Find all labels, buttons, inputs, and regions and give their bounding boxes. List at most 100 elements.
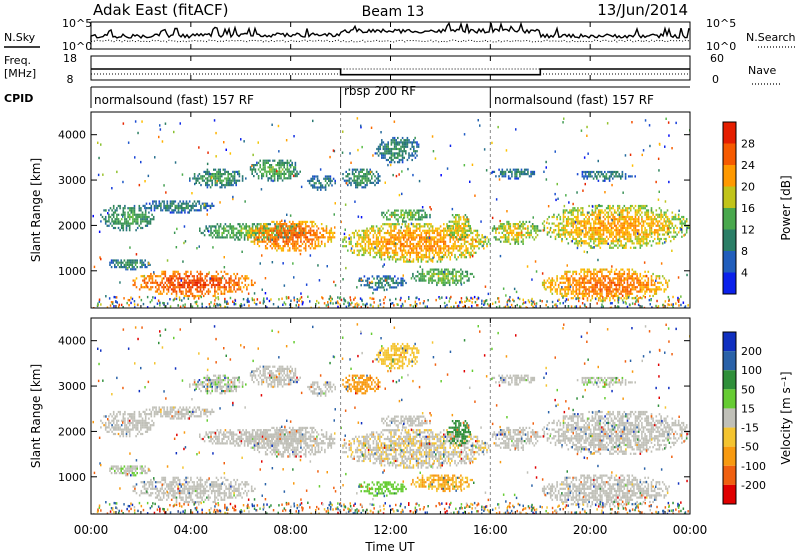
power-colorbar-cell-7 <box>723 122 736 144</box>
velocity-colorbar-cell-5 <box>723 427 736 447</box>
power-colorbar-cell-5 <box>723 165 736 187</box>
freq-label-line1: Freq. <box>4 54 31 67</box>
power-colorbar-cell-2 <box>723 229 736 251</box>
cpid-row: CPID normalsound (fast) 157 RF rbsp 200 … <box>4 84 690 108</box>
velocity-region-3 <box>247 426 336 458</box>
velocity-region-7 <box>189 374 247 395</box>
velocity-region-14 <box>358 481 407 497</box>
nsky-panel: N.Sky 10^5 10^0 10^5 10^0 N.Search <box>4 17 796 53</box>
power-ytick-4000: 4000 <box>58 129 86 142</box>
velocity-region-12 <box>381 415 431 429</box>
power-region-19 <box>491 168 536 180</box>
velocity-region-17 <box>541 410 690 455</box>
freq-label-line2: [MHz] <box>4 67 36 80</box>
velocity-region-8 <box>307 381 336 397</box>
xtick-label-6: 00:00 <box>673 523 708 537</box>
power-colorbar-tick-28: 28 <box>741 138 755 151</box>
power-colorbar-tick-16: 16 <box>741 202 755 215</box>
power-colorbar-tick-8: 8 <box>741 245 748 258</box>
velocity-region-16 <box>491 426 542 451</box>
xtick-label-0: 00:00 <box>74 523 109 537</box>
power-region-17 <box>541 204 690 249</box>
velocity-colorbar-cell-7 <box>723 465 736 485</box>
freq-ytick-high: 18 <box>63 52 77 65</box>
velocity-region-20 <box>576 376 636 388</box>
velocity-region-18 <box>541 474 670 508</box>
velocity-ytick-1000: 1000 <box>58 471 86 484</box>
nave-ytick-low: 0 <box>712 73 719 86</box>
nsearch-ytick-high: 10^5 <box>706 17 736 30</box>
power-yticks: 1000 2000 3000 4000 <box>58 129 690 278</box>
power-region-11 <box>374 136 420 164</box>
freq-line <box>91 68 690 76</box>
power-colorbar-cell-1 <box>723 251 736 273</box>
nsky-line <box>90 21 690 41</box>
nave-label: Nave <box>748 64 776 77</box>
power-colorbar-tick-24: 24 <box>741 159 755 172</box>
velocity-region-11 <box>374 342 420 370</box>
mode-change-lines <box>340 112 491 514</box>
nave-ytick-high: 60 <box>710 52 724 65</box>
velocity-region-19 <box>491 374 536 386</box>
power-colorbar-tick-20: 20 <box>741 181 755 194</box>
velocity-colorbar-tick--200: -200 <box>741 479 766 492</box>
power-ytick-1000: 1000 <box>58 265 86 278</box>
date-title: 13/Jun/2014 <box>597 1 688 19</box>
power-region-16 <box>491 220 542 245</box>
velocity-colorbar-cell-2 <box>723 370 736 390</box>
power-noise <box>92 117 690 308</box>
power-scatter <box>92 117 690 308</box>
power-region-13 <box>412 268 473 287</box>
velocity-colorbar-cell-1 <box>723 351 736 371</box>
xtick-label-5: 20:00 <box>573 523 608 537</box>
velocity-ytick-4000: 4000 <box>58 335 86 348</box>
power-colorbar-cell-4 <box>723 186 736 208</box>
nsearch-label: N.Search <box>746 31 796 44</box>
nsearch-line <box>90 39 690 43</box>
power-colorbar-cell-3 <box>723 208 736 230</box>
cpid-segment-2: rbsp 200 RF <box>344 84 416 98</box>
velocity-colorbar-cell-3 <box>723 389 736 409</box>
velocity-region-9 <box>342 429 491 469</box>
velocity-colorbar-tick--15: -15 <box>741 422 759 435</box>
power-region-8 <box>307 175 336 191</box>
nsearch-ytick-low: 10^0 <box>706 40 736 53</box>
power-region-18 <box>541 268 670 302</box>
velocity-colorbar-tick-100: 100 <box>741 364 762 377</box>
velocity-ylabel: Slant Range [km] <box>29 364 43 468</box>
velocity-ytick-2000: 2000 <box>58 425 86 438</box>
velocity-region-15 <box>447 420 471 447</box>
velocity-region-13 <box>412 474 473 493</box>
velocity-colorbar-label: Velocity [m s⁻¹] <box>779 371 793 464</box>
xtick-label-2: 08:00 <box>273 523 308 537</box>
power-region-20 <box>576 170 636 182</box>
velocity-scatter <box>92 323 690 514</box>
power-colorbar-label: Power [dB] <box>779 175 793 240</box>
power-colorbar: 4 8 12 16 20 24 28 Power [dB] <box>722 121 793 295</box>
power-colorbar-cell-6 <box>723 143 736 165</box>
power-region-6 <box>249 159 301 182</box>
cpid-segment-3: normalsound (fast) 157 RF <box>494 93 654 107</box>
cpid-segment-1: normalsound (fast) 157 RF <box>94 93 254 107</box>
xtick-label-1: 04:00 <box>174 523 209 537</box>
velocity-yticks: 1000 2000 3000 4000 <box>58 335 690 484</box>
velocity-panel: 1000 2000 3000 4000 Slant Range [km] <box>29 317 691 515</box>
xtick-label-3: 12:00 <box>373 523 408 537</box>
power-region-10 <box>342 168 381 189</box>
nave-line <box>91 68 690 75</box>
nsky-ytick-low: 10^0 <box>62 40 92 53</box>
power-panel: 1000 2000 3000 4000 Slant Range [km] <box>29 111 691 309</box>
velocity-region-5 <box>109 465 151 477</box>
power-ytick-2000: 2000 <box>58 219 86 232</box>
velocity-colorbar-frame <box>722 331 737 505</box>
velocity-colorbar-tick--50: -50 <box>741 441 759 454</box>
power-colorbar-cell-0 <box>723 272 736 294</box>
velocity-colorbar-tick-15: 15 <box>741 402 755 415</box>
nsky-label: N.Sky <box>4 31 36 44</box>
velocity-region-10 <box>342 374 381 395</box>
x-axis-label: Time UT <box>364 540 415 554</box>
velocity-ytick-3000: 3000 <box>58 380 86 393</box>
beam-title: Beam 13 <box>362 4 425 20</box>
velocity-region-4 <box>132 476 256 504</box>
